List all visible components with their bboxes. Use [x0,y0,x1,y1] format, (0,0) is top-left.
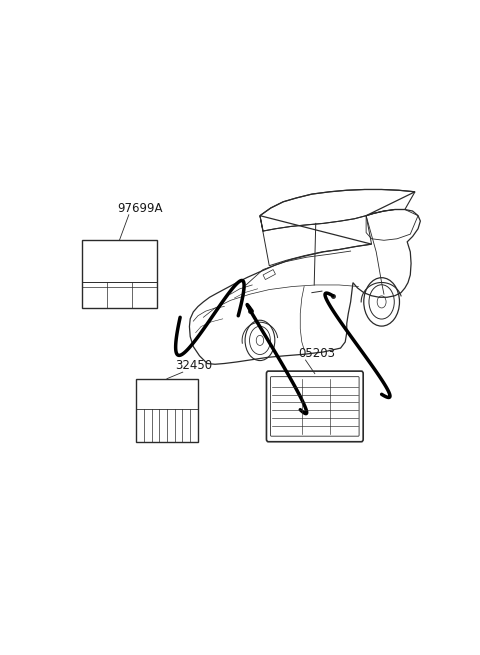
Text: 32450: 32450 [175,359,213,372]
Text: 97699A: 97699A [118,202,163,215]
Text: 05203: 05203 [298,347,335,360]
